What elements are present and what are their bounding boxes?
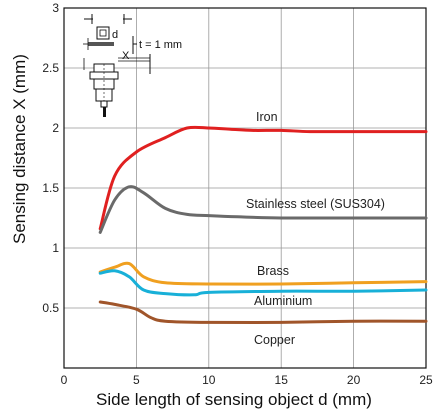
x-tick-label-2: 10 [202,373,216,387]
grid [64,8,426,368]
x-label: X [122,50,130,62]
sensor-diagram: d t = 1 mm X [83,14,182,117]
x-axis-title: Side length of sensing object d (mm) [96,390,372,409]
x-tick-label-4: 20 [347,373,361,387]
y-tick-label-4: 2.5 [42,61,59,75]
x-tick-label-0: 0 [61,373,68,387]
y-tick-label-1: 1 [52,241,59,255]
object-square-icon [96,26,110,40]
series-line-0 [98,125,428,231]
x-tick-label-3: 15 [275,373,289,387]
x-tick-label-1: 5 [133,373,140,387]
series-group [98,125,428,325]
d-label: d [112,29,118,41]
y-axis-title: Sensing distance X (mm) [10,54,29,244]
plot-frame [63,7,427,369]
y-tick-label-5: 3 [52,1,59,15]
series-line-4 [98,300,428,325]
series-label-iron: Iron [256,110,278,124]
series-label-copper: Copper [254,333,295,347]
x-tick-label-5: 25 [419,373,433,387]
y-tick-label-3: 2 [52,121,59,135]
series-line-2 [98,261,428,286]
object-plate-icon [88,42,114,46]
series-line-1 [98,185,428,234]
proximity-sensor-icon [89,63,119,117]
y-tick-label-2: 1.5 [42,181,59,195]
series-line-3 [98,269,428,297]
plot-border [63,7,427,369]
tick-labels: 0 5 10 15 20 25 0.5 1 1.5 2 2.5 3 [42,1,433,387]
series-label-stainless: Stainless steel (SUS304) [246,197,385,211]
t-label: t = 1 mm [139,39,182,51]
series-label-brass: Brass [257,264,289,278]
y-tick-label-0: 0.5 [42,301,59,315]
series-label-aluminium: Aluminium [254,294,312,308]
